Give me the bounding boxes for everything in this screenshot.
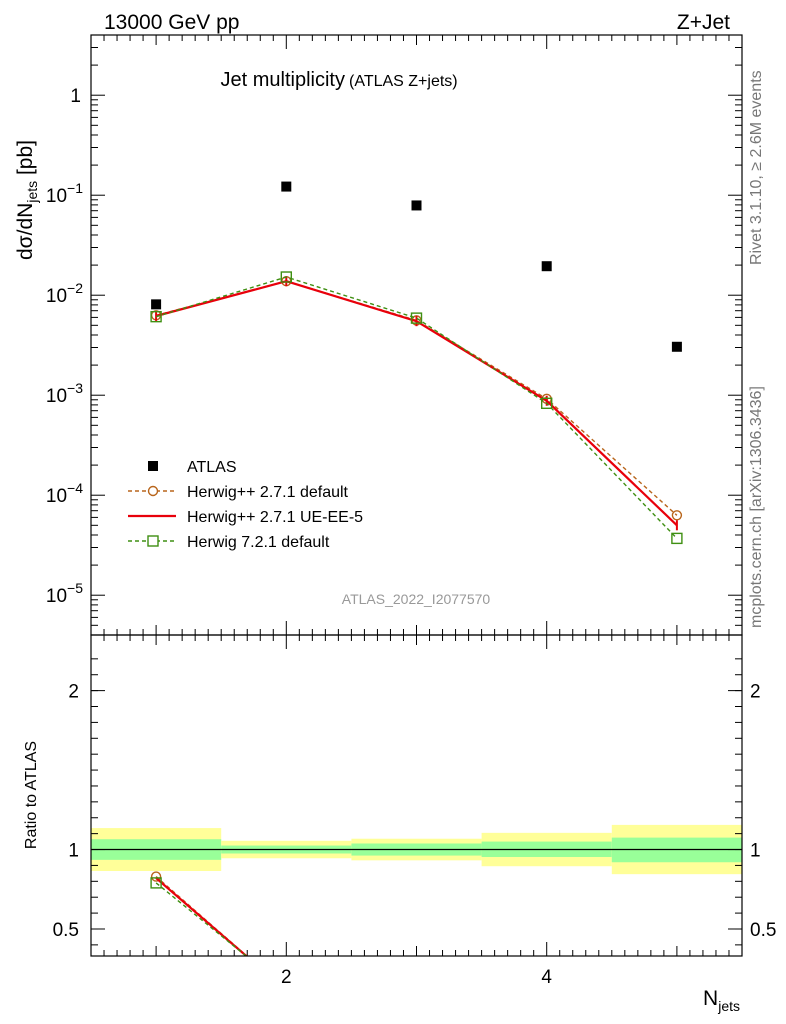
y-tick-label-exponent: −5 [67,580,83,596]
chart-title: Jet multiplicity [221,69,345,91]
header-right: Z+Jet [677,11,730,34]
main-y-axis-label: dσ/dNjets [pb] [14,140,40,260]
y-tick-label-base: 10 [46,186,67,207]
data-point [151,299,162,310]
svg-text:dσ/dNjets [pb]: dσ/dNjets [pb] [14,140,40,260]
rivet-label: Rivet 3.1.10, ≥ 2.6M events [748,70,765,265]
legend-label: Herwig 7.2.1 default [187,534,330,551]
y-tick-label-base: 10 [46,486,67,507]
ratio-series-line [155,877,249,956]
data-point [541,261,552,272]
y-tick-label-base: 10 [46,286,67,307]
series-marker-circle [671,510,683,521]
analysis-tag: ATLAS_2022_I2077570 [342,591,491,607]
y-tick-label: 10−3 [46,380,83,407]
legend-marker [148,461,158,471]
y-tick-label: 10−1 [46,180,83,207]
y-tick-label-base: 10 [46,386,67,407]
series-line [155,276,678,539]
mcplots-label: mcplots.cern.ch [arXiv:1306.3436] [748,386,765,628]
y-tick-label: 10−4 [46,480,83,507]
main-panel: 110−110−210−310−410−5 Jet multiplicity (… [14,34,743,636]
legend-label: Herwig++ 2.7.1 default [187,484,349,501]
x-tick-label: 2 [281,967,292,988]
ratio-y-tick-label-right: 0.5 [750,920,776,941]
data-point [671,341,682,352]
legend-label: Herwig++ 2.7.1 UE-EE-5 [187,509,363,526]
ratio-y-tick-label: 2 [68,682,79,703]
series-marker-square [410,312,423,324]
y-label-unit: [pb] [14,140,37,181]
y-tick-label: 10−5 [46,580,83,607]
header-left: 13000 GeV pp [104,11,239,34]
data-point [281,181,292,192]
ratio-marker-circle [150,871,162,882]
x-axis-label: Njets [703,987,740,1014]
ratio-y-tick-label: 0.5 [53,920,79,941]
y-tick-label-exponent: −2 [67,280,83,296]
chart-subtitle: (ATLAS Z+jets) [349,73,458,90]
legend-marker [147,485,159,497]
ratio-frame [90,634,743,957]
x-tick-label: 4 [541,967,552,988]
y-label-sub: jets [24,181,40,204]
y-tick-label-base: 10 [46,586,67,607]
y-label-text: dσ/dN [14,203,37,260]
legend-label: ATLAS [187,459,237,476]
ratio-panel: 2 2 1 1 0.5 0.5 2 4 Ratio to ATLAS Njets [23,634,776,1014]
y-tick-label-exponent: −1 [67,180,83,196]
ratio-y-tick-label-right: 1 [750,841,761,862]
y-tick-label-exponent: −4 [67,480,83,496]
series-marker-square [541,397,553,409]
ratio-marker-square [150,877,162,889]
ratio-y-axis-label: Ratio to ATLAS [23,741,40,849]
y-tick-label: 10−2 [46,280,83,307]
y-tick-label-exponent: −3 [67,380,83,396]
x-label-text: N [703,987,718,1010]
series-marker-square [280,271,292,283]
x-label-sub: jets [717,998,740,1014]
ratio-y-tick-label-right: 2 [750,682,761,703]
legend: ATLAS Herwig++ 2.7.1 default Herwig++ 2.7.… [128,459,363,551]
data-point [411,200,422,211]
series-marker-square [150,310,162,323]
series-marker-square [671,532,683,545]
ratio-y-tick-label: 1 [68,841,79,862]
legend-marker [147,535,159,547]
y-tick-label: 1 [70,86,81,107]
